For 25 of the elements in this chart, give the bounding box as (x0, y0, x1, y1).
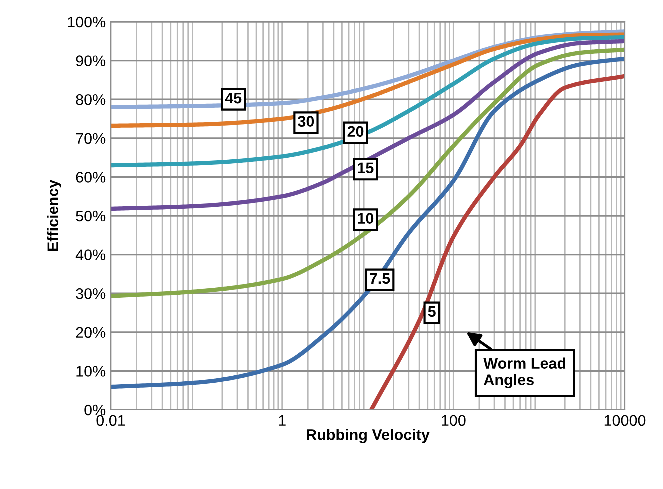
annotation: 20 (348, 126, 364, 138)
y-tick-label: 90% (76, 56, 106, 66)
annotation: 5 (428, 306, 436, 318)
annotation: Worm Lead Angles (484, 358, 566, 389)
x-tick-label: 100 (442, 415, 466, 426)
x-tick-label: 10000 (604, 415, 646, 426)
x-tick-label: 1 (279, 415, 286, 426)
y-axis-title: Efficiency (47, 180, 62, 252)
x-axis-title: Rubbing Velocity (307, 429, 430, 444)
annotation: 10 (358, 213, 374, 224)
annotation: 30 (298, 116, 314, 128)
y-tick-label: 20% (76, 327, 106, 338)
annotation: 7.5 (370, 273, 390, 284)
y-tick-label: 30% (76, 288, 106, 300)
y-tick-label: 0% (84, 404, 106, 416)
y-tick-label: 50% (76, 210, 106, 222)
y-tick-label: 80% (76, 94, 106, 106)
y-tick-label: 100% (68, 16, 106, 28)
x-tick-label: 0.01 (96, 415, 126, 426)
y-tick-label: 60% (76, 172, 106, 183)
y-tick-label: 40% (76, 250, 106, 260)
y-tick-label: 70% (76, 133, 106, 144)
annotation: 45 (225, 93, 242, 104)
annotation: 15 (358, 162, 374, 174)
y-tick-label: 10% (76, 366, 106, 377)
